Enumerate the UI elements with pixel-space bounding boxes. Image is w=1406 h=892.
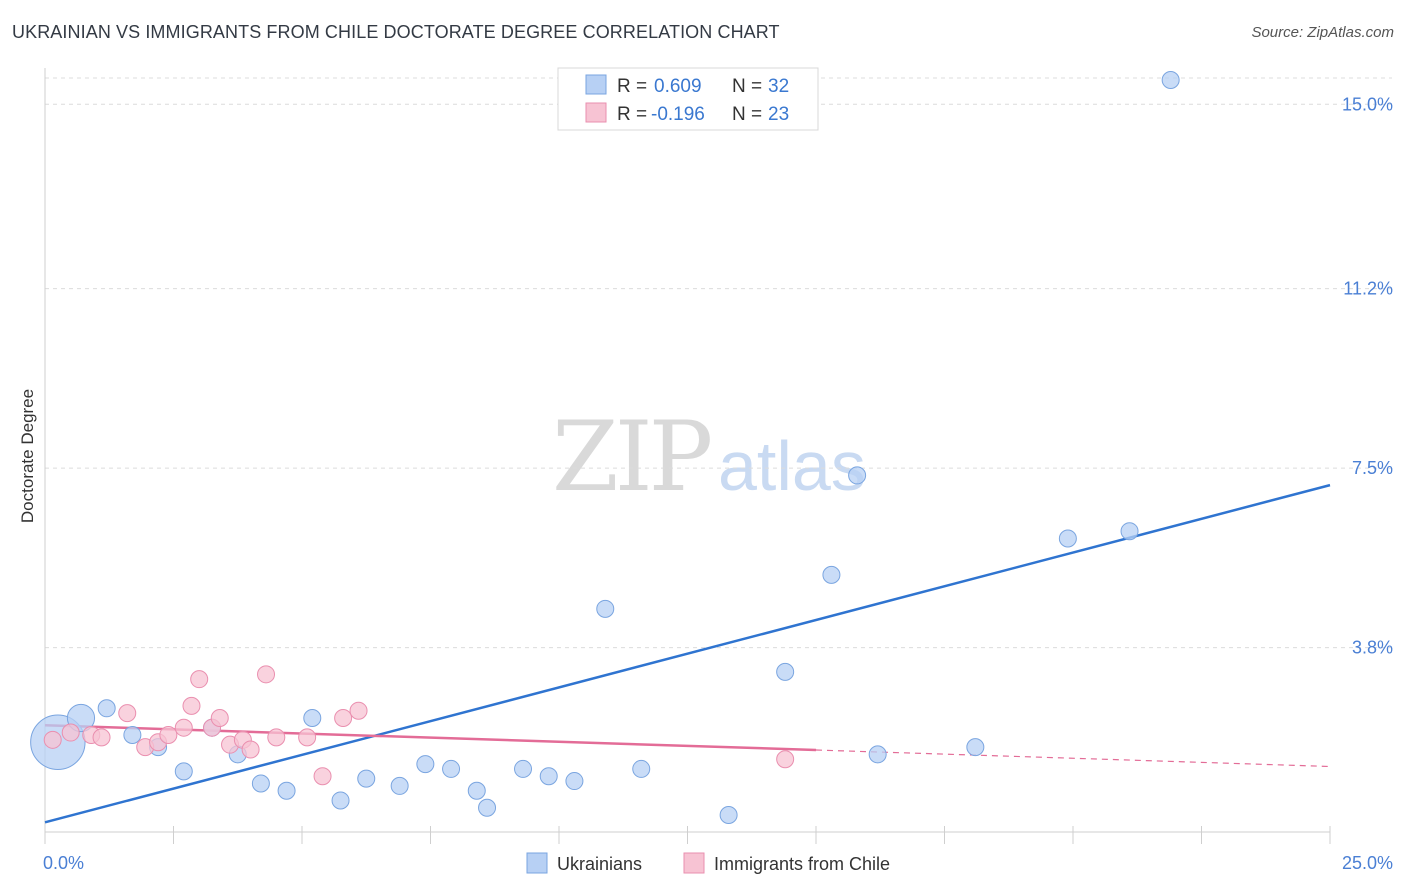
data-point-blue xyxy=(539,767,558,786)
legend-r-value-1: 0.609 xyxy=(654,76,702,97)
data-point-blue xyxy=(565,772,584,791)
y-tick-label: 7.5% xyxy=(1352,458,1393,478)
legend-n-label-2: N = xyxy=(732,104,762,125)
legend-swatch-blue xyxy=(585,74,607,95)
data-point-pink xyxy=(182,696,201,715)
legend-n-value-2: 23 xyxy=(768,104,789,125)
data-point-blue xyxy=(1161,71,1180,89)
legend-n-label-1: N = xyxy=(732,76,762,97)
y-tick-labels: 3.8% 7.5% 11.2% 15.0% xyxy=(1342,94,1393,657)
data-point-blue xyxy=(868,745,887,764)
data-point-blue xyxy=(416,755,435,774)
data-point-pink xyxy=(313,767,332,786)
series-legend-swatch-ukrainians xyxy=(526,852,548,874)
legend-r-label-2: R = xyxy=(617,104,647,125)
data-point-blue xyxy=(596,599,615,618)
data-point-pink xyxy=(257,665,276,684)
data-point-blue xyxy=(632,759,651,778)
trend-line-blue xyxy=(44,483,1331,824)
data-point-pink xyxy=(298,728,317,747)
legend-n-value-1: 32 xyxy=(768,76,789,97)
axes xyxy=(44,68,1331,844)
data-point-pink xyxy=(61,723,80,742)
data-point-pink xyxy=(159,725,178,744)
correlation-legend: R = 0.609 N = 32 R = -0.196 N = 23 xyxy=(557,67,819,131)
data-point-blue xyxy=(1120,522,1139,541)
data-point-blue xyxy=(719,806,738,825)
data-point-pink xyxy=(776,750,795,769)
x-tick-label-max: 25.0% xyxy=(1342,853,1393,873)
data-point-blue xyxy=(174,762,193,781)
data-point-pink xyxy=(241,740,260,759)
watermark-atlas: atlas xyxy=(718,427,866,505)
data-point-pink xyxy=(92,728,111,747)
data-point-pink xyxy=(267,728,286,747)
series-legend: Ukrainians Immigrants from Chile xyxy=(526,852,890,874)
data-point-blue xyxy=(123,725,142,744)
data-point-blue xyxy=(390,776,409,795)
data-point-pink xyxy=(349,701,368,720)
series-legend-swatch-chile xyxy=(683,852,705,874)
chart-title: UKRAINIAN VS IMMIGRANTS FROM CHILE DOCTO… xyxy=(12,22,780,42)
data-point-blue xyxy=(478,798,497,817)
x-tick-label-min: 0.0% xyxy=(43,853,84,873)
data-point-pink xyxy=(118,704,137,723)
x-tick-labels: 0.0% 25.0% xyxy=(43,853,1393,873)
y-tick-label: 3.8% xyxy=(1352,638,1393,658)
data-point-blue xyxy=(442,759,461,778)
legend-r-value-2: -0.196 xyxy=(651,104,705,125)
data-point-pink xyxy=(43,730,62,749)
legend-swatch-pink xyxy=(585,102,607,123)
watermark-zip: ZIP xyxy=(552,401,711,513)
data-point-blue xyxy=(514,759,533,778)
legend-r-label-1: R = xyxy=(617,76,647,97)
data-points xyxy=(30,71,1180,825)
trend-line-extension-pink xyxy=(815,749,1331,768)
data-point-pink xyxy=(190,670,209,689)
data-point-pink xyxy=(210,708,229,727)
data-point-blue xyxy=(251,774,270,793)
zipatlas-watermark: ZIP atlas xyxy=(552,401,866,513)
data-point-blue xyxy=(277,781,296,800)
data-point-blue xyxy=(848,466,867,485)
data-point-blue xyxy=(467,781,486,800)
data-point-blue xyxy=(966,738,985,757)
data-point-pink xyxy=(334,708,353,727)
data-point-blue xyxy=(357,769,376,788)
chart-source: Source: ZipAtlas.com xyxy=(1251,24,1394,41)
data-point-blue xyxy=(331,791,350,810)
data-point-blue xyxy=(303,708,322,727)
series-legend-label-chile: Immigrants from Chile xyxy=(714,854,890,874)
grid-lines xyxy=(45,77,1392,649)
y-tick-label: 15.0% xyxy=(1342,94,1393,114)
data-point-blue xyxy=(1058,529,1077,548)
data-point-blue xyxy=(97,699,116,718)
data-point-blue xyxy=(776,662,795,681)
y-axis-label: Doctorate Degree xyxy=(18,389,37,523)
y-tick-label: 11.2% xyxy=(1343,279,1393,299)
series-legend-label-ukrainians: Ukrainians xyxy=(557,854,642,874)
data-point-blue xyxy=(822,565,841,584)
data-point-pink xyxy=(174,718,193,737)
